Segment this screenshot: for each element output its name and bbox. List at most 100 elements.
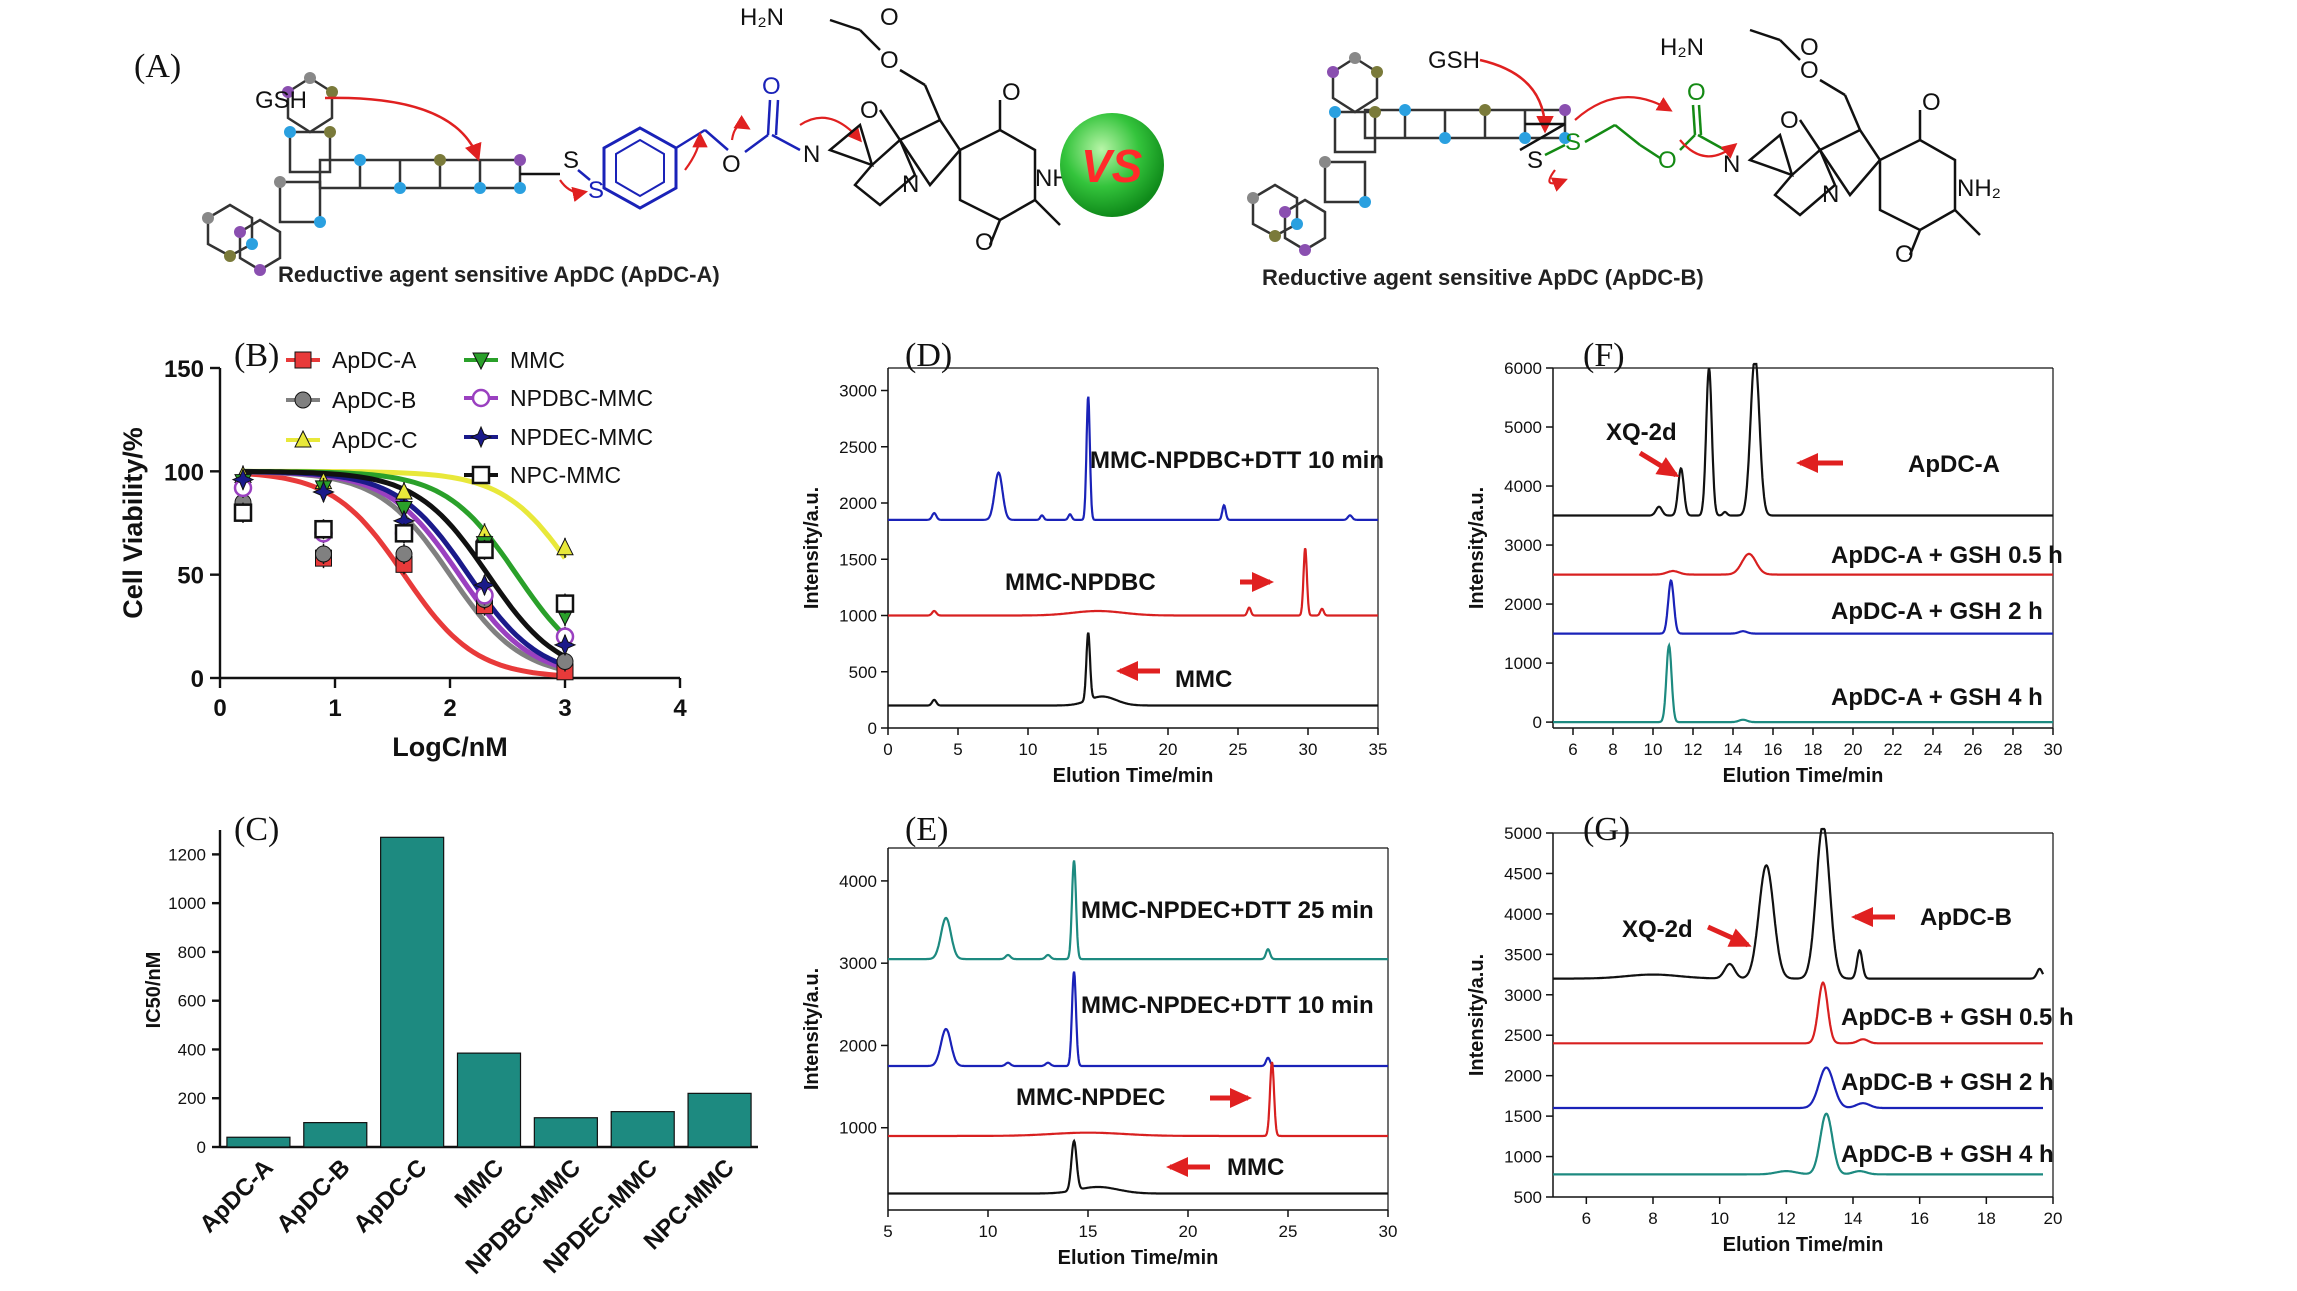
b-legend-marker-ApDC-B [294,391,312,409]
atom-n1-a: N [803,141,820,168]
f-y-tick-label: 0 [1533,713,1542,732]
panel-label-a: (A) [134,48,181,85]
g-y-tick-label: 2500 [1504,1026,1542,1045]
f-y-tick-label: 3000 [1504,536,1542,555]
f-x-tick-label: 30 [2044,740,2063,759]
h2n-a: H₂N [740,4,784,31]
d-y-tick-label: 2000 [839,494,877,513]
vs-label: VS [1081,140,1143,192]
c-y-tick-label: 0 [197,1138,206,1157]
e-arrow-npdec-head [1230,1088,1252,1108]
f-y-axis-label: Intensity/a.u. [1466,487,1488,609]
e-x-tick-label: 5 [883,1222,892,1241]
b-x-axis-label: LogC/nM [392,732,507,762]
b-legend-label-NPDEC-MMC: NPDEC-MMC [510,424,653,450]
d-x-tick-label: 5 [953,740,962,759]
g-y-tick-label: 4000 [1504,905,1542,924]
f-trace-ApDC-A + GSH 0.5 h [1553,552,2053,576]
chart-b-viability: 0 1 2 3 4 0 50 100 150 LogC/nM Cell Viability/% ApD… [118,347,687,762]
g-trace-ApDC-B [1553,827,2045,980]
vs-ball [1060,113,1164,217]
g-y-tick-label: 500 [1514,1188,1542,1207]
f-x-tick-label: 26 [1964,740,1983,759]
chart-e-hplc: 5 10 15 20 25 30 1000 2000 3000 4000 Elution Time/… [801,847,1397,1269]
b-legend-marker-NPDBC-MMC [471,388,491,408]
f-y-tick-label: 4000 [1504,477,1542,496]
f-y-tick-label: 6000 [1504,359,1542,378]
g-arrow-xq2d-head [1727,928,1752,947]
g-y-tick-label: 3000 [1504,986,1542,1005]
b-point-NPDEC-MMC [553,633,577,657]
gsh-label-b: GSH [1428,47,1480,74]
atom-n1-b: N [1723,151,1740,178]
g-y-tick-label: 5000 [1504,824,1542,843]
d-y-tick-label: 1500 [839,550,877,569]
e-y-tick-label: 3000 [839,954,877,973]
f-arrow-apdca-head [1796,453,1818,473]
c-y-axis-label: IC50/nM [143,952,165,1029]
b-point-NPC-MMC [394,524,414,543]
caption-apdc-b: Reductive agent sensitive ApDC (ApDC-B) [1262,265,1704,290]
gsh-label-a: GSH [255,87,307,114]
atom-o7-a: O [880,4,899,31]
e-y-tick-label: 1000 [839,1119,877,1138]
g-annotation-ApDC-B + GSH 0.5 h: ApDC-B + GSH 0.5 h [1841,1004,2074,1031]
atom-s1-a: S [563,147,579,174]
d-trace-MMC-NPDBC [888,547,1378,617]
d-y-axis-label: Intensity/a.u. [801,487,823,609]
g-x-tick-label: 18 [1977,1209,1996,1228]
f-trace-ApDC-A [1553,362,2053,517]
g-trace-ApDC-B + GSH 2 h [1553,1066,2043,1110]
f-annotation-ApDC-A: ApDC-A [1908,451,2000,478]
f-arrow-xq2d-head [1655,457,1680,478]
b-x-tick-label: 3 [558,695,571,722]
atom-o1-a: O [722,151,741,178]
c-x-tick-label-ApDC-C: ApDC-C [348,1154,432,1238]
b-point-NPC-MMC [314,519,333,539]
atom-n2-a: N [902,171,919,198]
f-x-tick-label: 18 [1804,740,1823,759]
panel-label-c: (C) [234,811,279,848]
g-x-tick-label: 6 [1582,1209,1591,1228]
b-y-tick-label: 0 [191,666,204,693]
e-trace-MMC-NPDEC+DTT 25 min [888,860,1388,961]
g-arrow-apdcb-head [1851,907,1873,927]
c-y-tick-label: 400 [178,1040,206,1059]
e-x-tick-label: 15 [1079,1222,1098,1241]
d-y-tick-label: 1000 [839,607,877,626]
g-x-tick-label: 20 [2044,1209,2063,1228]
f-y-tick-label: 5000 [1504,418,1542,437]
f-x-tick-label: 10 [1644,740,1663,759]
e-y-tick-label: 2000 [839,1036,877,1055]
f-annotation-ApDC-A + GSH 2 h: ApDC-A + GSH 2 h [1831,598,2043,625]
f-x-tick-label: 12 [1684,740,1703,759]
g-x-tick-label: 12 [1777,1209,1796,1228]
e-y-axis-label: Intensity/a.u. [801,968,823,1090]
d-y-tick-label: 500 [849,663,877,682]
c-bar-ApDC-A [226,1136,291,1148]
f-x-tick-label: 6 [1568,740,1577,759]
g-annotation-ApDC-B + GSH 2 h: ApDC-B + GSH 2 h [1841,1069,2054,1096]
caption-apdc-a: Reductive agent sensitive ApDC (ApDC-A) [278,262,720,287]
atom-o2-b: O [1687,79,1706,106]
h2n-b: H₂N [1660,34,1704,61]
e-x-tick-label: 20 [1179,1222,1198,1241]
g-y-tick-label: 2000 [1504,1067,1542,1086]
d-x-tick-label: 0 [883,740,892,759]
c-bar-ApDC-B [303,1122,368,1148]
e-x-tick-label: 10 [979,1222,998,1241]
panel-label-g: (G) [1583,811,1630,848]
f-x-tick-label: 28 [2004,740,2023,759]
b-legend-label-ApDC-C: ApDC-C [332,427,418,453]
linker-a: GSH S S O O [255,73,863,210]
b-point-NPC-MMC [555,594,575,613]
c-x-tick-label-ApDC-B: ApDC-B [271,1154,355,1238]
linker-b: GSH S S O O [1428,47,1738,192]
c-bar-NPDBC-MMC [533,1117,598,1148]
c-x-tick-label-ApDC-A: ApDC-A [195,1154,279,1238]
d-annotation-MMC-NPDBC+DTT 10 min: MMC-NPDBC+DTT 10 min [1090,447,1384,474]
b-legend-label-ApDC-B: ApDC-B [332,387,416,413]
panel-label-e: (E) [905,811,948,848]
g-y-axis-label: Intensity/a.u. [1466,954,1488,1076]
b-point-NPC-MMC [475,540,494,560]
